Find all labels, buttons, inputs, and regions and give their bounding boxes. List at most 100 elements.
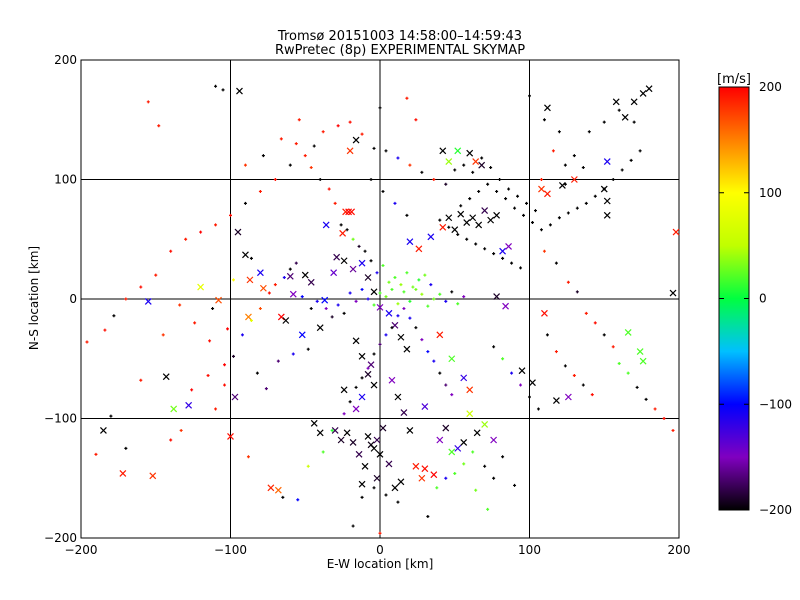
colorbar-tick-label: 100 bbox=[759, 186, 782, 200]
data-point-cross bbox=[333, 253, 341, 261]
data-point-dot bbox=[557, 130, 561, 134]
data-point-dot bbox=[438, 218, 442, 222]
data-point-cross bbox=[430, 471, 438, 479]
data-point-cross bbox=[197, 283, 205, 291]
data-point-dot bbox=[324, 307, 328, 311]
data-point-dot bbox=[360, 495, 364, 499]
data-point-dot bbox=[378, 342, 382, 346]
data-point-dot bbox=[258, 189, 262, 193]
data-point-dot bbox=[354, 299, 358, 303]
data-point-dot bbox=[638, 149, 642, 153]
data-point-dot bbox=[414, 326, 418, 330]
data-point-dot bbox=[584, 201, 588, 205]
data-point-dot bbox=[501, 455, 505, 459]
data-point-dot bbox=[671, 428, 675, 432]
data-point-dot bbox=[264, 387, 268, 391]
colorbar-label: [m/s] bbox=[717, 72, 751, 87]
data-point-cross bbox=[379, 424, 387, 432]
data-point-dot bbox=[426, 514, 430, 518]
data-point-cross bbox=[391, 484, 399, 492]
data-point-dot bbox=[342, 311, 346, 315]
y-tick-label: 0 bbox=[69, 292, 77, 306]
data-point-dot bbox=[432, 178, 436, 181]
data-point-cross bbox=[342, 208, 350, 216]
data-point-dot bbox=[533, 209, 537, 213]
data-point-dot bbox=[557, 216, 561, 220]
data-point-dot bbox=[501, 357, 505, 361]
data-point-dot bbox=[336, 303, 340, 307]
data-point-dot bbox=[229, 213, 232, 217]
data-point-cross bbox=[439, 223, 447, 231]
data-point-dot bbox=[528, 395, 531, 399]
data-point-dot bbox=[453, 168, 457, 172]
data-point-cross bbox=[321, 296, 329, 304]
data-point-dot bbox=[390, 326, 394, 330]
data-point-cross bbox=[215, 296, 222, 304]
data-point-cross bbox=[493, 293, 501, 301]
data-point-cross bbox=[445, 158, 453, 165]
data-point-dot bbox=[572, 154, 576, 158]
data-point-dot bbox=[492, 345, 496, 349]
data-point-dot bbox=[161, 333, 165, 337]
data-point-cross bbox=[358, 393, 366, 401]
data-point-dot bbox=[154, 273, 158, 277]
data-point-dot bbox=[495, 189, 499, 193]
data-point-dot bbox=[513, 483, 517, 487]
data-point-dot bbox=[516, 194, 520, 198]
data-point-dot bbox=[432, 297, 436, 301]
x-tick-label: −200 bbox=[65, 543, 98, 557]
data-point-dot bbox=[206, 373, 210, 377]
data-point-dot bbox=[456, 232, 460, 236]
data-point-dot bbox=[486, 507, 490, 511]
data-point-dot bbox=[390, 287, 394, 291]
data-point-cross bbox=[358, 480, 366, 488]
x-tick-label: 100 bbox=[518, 543, 541, 557]
data-point-cross bbox=[612, 98, 620, 106]
data-point-cross bbox=[473, 429, 481, 437]
data-point-dot bbox=[420, 292, 424, 296]
data-point-dot bbox=[139, 285, 143, 289]
data-point-dot bbox=[112, 314, 116, 318]
data-point-dot bbox=[584, 311, 588, 315]
data-point-dot bbox=[348, 120, 352, 124]
data-point-cross bbox=[544, 190, 551, 198]
data-point-cross bbox=[227, 433, 234, 440]
data-point-dot bbox=[306, 347, 310, 351]
data-point-dot bbox=[372, 146, 376, 150]
data-point-cross bbox=[564, 393, 572, 401]
data-point-dot bbox=[566, 211, 570, 215]
data-point-cross bbox=[337, 436, 345, 444]
data-point-dot bbox=[447, 225, 451, 229]
data-point-dot bbox=[563, 163, 567, 167]
data-point-cross bbox=[418, 474, 426, 482]
data-point-cross bbox=[475, 221, 483, 229]
data-point-dot bbox=[246, 455, 250, 459]
data-point-cross bbox=[406, 427, 414, 434]
data-point-cross bbox=[603, 158, 611, 165]
data-point-dot bbox=[480, 156, 484, 160]
data-point-dot bbox=[281, 495, 285, 499]
data-point-dot bbox=[291, 352, 295, 356]
data-point-cross bbox=[376, 450, 384, 458]
data-point-dot bbox=[306, 464, 310, 468]
data-point-dot bbox=[411, 285, 415, 289]
data-point-dot bbox=[602, 333, 606, 337]
data-point-dot bbox=[620, 168, 624, 172]
data-point-dot bbox=[405, 213, 409, 217]
data-point-cross bbox=[403, 345, 411, 353]
data-point-cross bbox=[307, 278, 315, 286]
data-point-cross bbox=[436, 436, 444, 444]
data-point-dot bbox=[498, 178, 502, 181]
data-point-dot bbox=[369, 259, 373, 263]
data-point-dot bbox=[492, 252, 496, 256]
data-point-dot bbox=[510, 371, 514, 375]
data-point-dot bbox=[243, 201, 247, 205]
data-point-dot bbox=[435, 486, 439, 490]
data-point-cross bbox=[487, 216, 495, 224]
data-point-cross bbox=[460, 374, 468, 382]
data-point-cross bbox=[388, 376, 396, 384]
data-point-cross bbox=[478, 161, 486, 169]
data-point-cross bbox=[558, 182, 566, 189]
data-point-cross bbox=[448, 448, 456, 456]
data-point-dot bbox=[372, 486, 376, 490]
